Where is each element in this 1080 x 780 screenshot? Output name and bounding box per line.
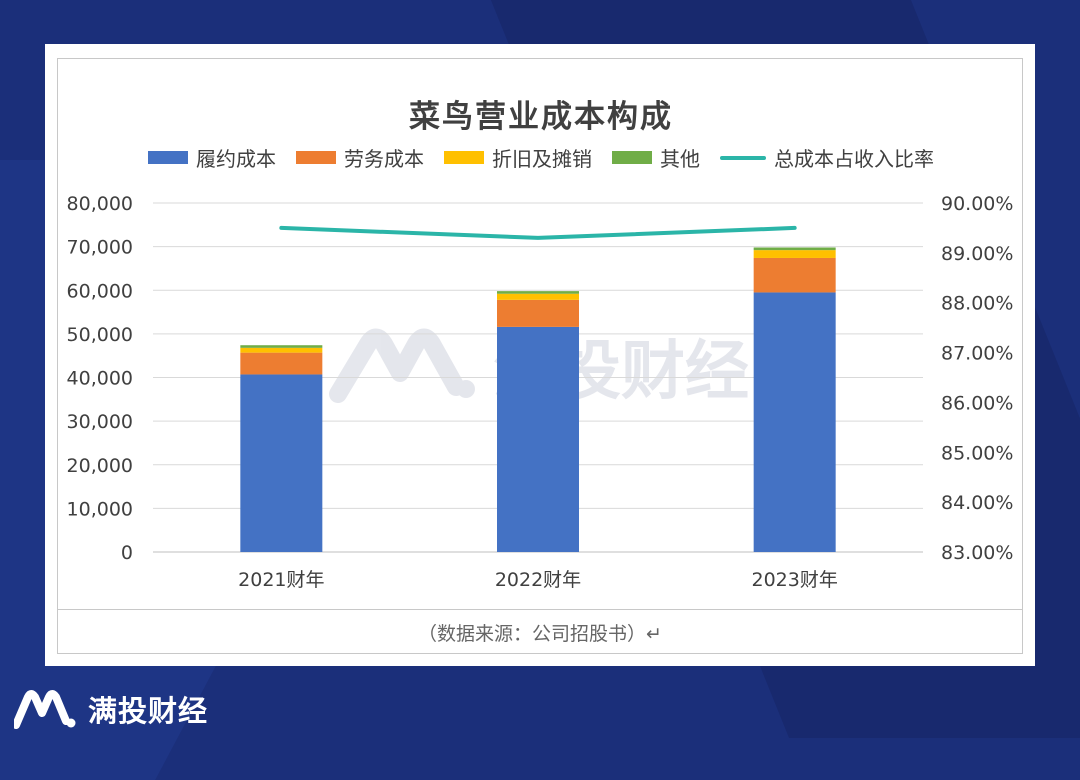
legend-label: 劳务成本 [344,147,424,171]
bar-segment [497,291,579,294]
y-right-tick-label: 87.00% [941,343,1013,365]
bar-segment [497,299,579,327]
legend-label: 其他 [660,147,700,171]
y-right-tick-label: 83.00% [941,542,1013,564]
footer-brand-name: 满投财经 [88,694,209,728]
y-left-tick-label: 0 [121,542,133,564]
chart-plot: 满投财经010,00020,00030,00040,00050,00060,00… [67,193,1014,591]
y-left-tick-label: 70,000 [67,237,133,259]
bar-segment [753,250,836,258]
legend-item: 折旧及摊销 [444,143,592,172]
legend-swatch [296,151,336,164]
y-left-tick-label: 20,000 [67,455,133,477]
bar-segment [240,352,323,375]
y-left-tick-label: 50,000 [67,324,133,346]
bar-segment [240,345,323,348]
chart-frame: 菜鸟营业成本构成 履约成本 劳务成本 折旧及摊销 其他 总成本占收入比率 满投财经 0 10… [57,58,1023,654]
legend-item: 劳务成本 [296,143,424,172]
y-left-tick-label: 10,000 [67,498,133,520]
bar-segment [240,347,323,353]
legend-label: 总成本占收入比率 [774,147,934,171]
x-tick-label: 2022财年 [495,569,581,591]
chart-card: 菜鸟营业成本构成 履约成本 劳务成本 折旧及摊销 其他 总成本占收入比率 满投财经 0 10… [45,44,1035,666]
ratio-line [279,225,797,240]
legend-swatch [720,155,766,160]
brand-logo-icon [14,690,76,729]
y-left-tick-label: 30,000 [67,411,133,433]
y-right-tick-label: 89.00% [941,243,1013,265]
chart-title: 菜鸟营业成本构成 [409,99,673,135]
y-left-tick-label: 60,000 [67,280,133,302]
legend-item: 履约成本 [148,143,276,172]
legend-swatch [148,151,188,164]
bar-segment [753,292,836,552]
source-divider [58,609,1022,610]
y-right-tick-label: 85.00% [941,442,1013,464]
y-right-tick-label: 88.00% [941,293,1013,315]
bar-segment [497,326,579,552]
legend-swatch [444,151,484,164]
legend-item: 其他 [612,143,700,172]
bar-segment [753,257,836,293]
legend-swatch [612,151,652,164]
legend-label: 折旧及摊销 [492,147,592,171]
bar-segment [240,374,323,552]
legend-label: 履约成本 [196,147,276,171]
bar-segment [497,293,579,300]
footer-logo: 满投财经 [14,688,208,730]
chart-legend: 履约成本 劳务成本 折旧及摊销 其他 总成本占收入比率 [58,143,1024,172]
x-tick-label: 2021财年 [238,569,324,591]
source-note: （数据来源：公司招股书）↵ [418,623,662,645]
y-right-tick-label: 86.00% [941,392,1013,414]
bar-segment [753,247,836,251]
x-tick-label: 2023财年 [751,569,837,591]
watermark-logo-icon [329,328,465,403]
y-left-tick-label: 40,000 [67,368,133,390]
y-left-tick-label: 80,000 [67,193,133,215]
y-right-tick-label: 90.00% [941,193,1013,215]
y-right-tick-label: 84.00% [941,492,1013,514]
watermark-dot [457,380,475,398]
legend-item: 总成本占收入比率 [720,143,934,172]
